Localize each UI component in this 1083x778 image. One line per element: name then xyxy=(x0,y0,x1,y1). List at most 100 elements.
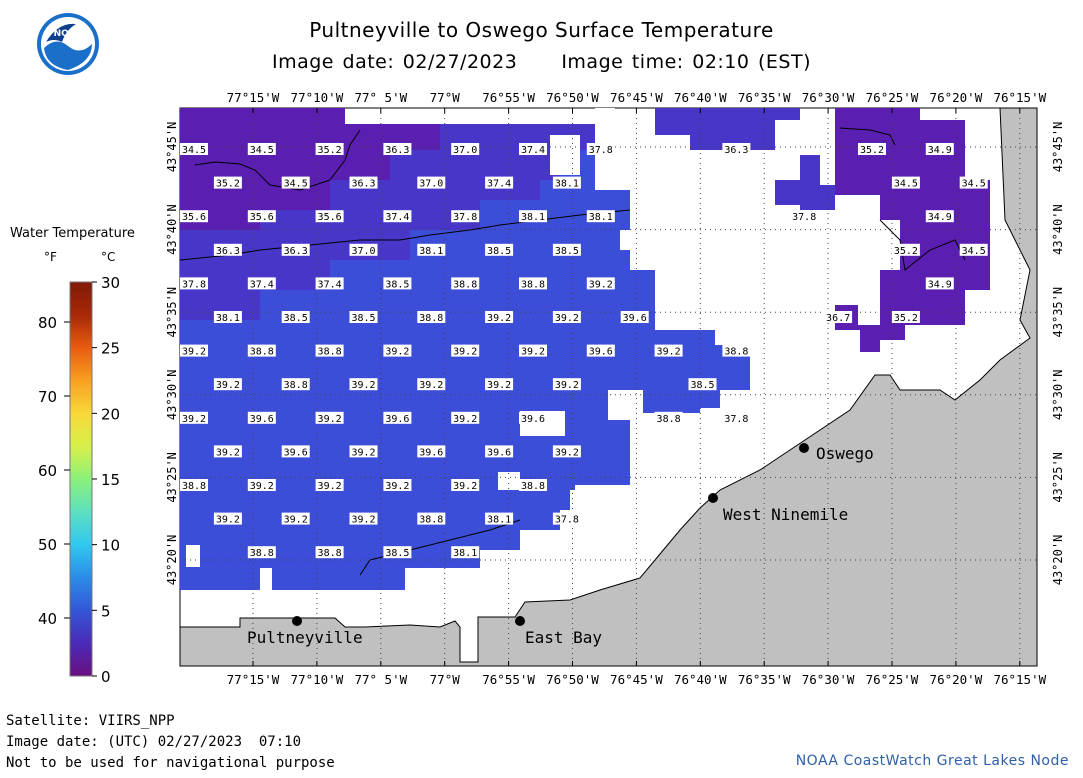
temperature-label-bg xyxy=(315,546,344,559)
temperature-value: 38.1 xyxy=(451,546,480,559)
temperature-label-bg xyxy=(417,512,446,525)
temperature-label: 39.2 xyxy=(351,447,375,458)
temperature-value: 38.1 xyxy=(417,243,446,257)
temperature-label: 38.8 xyxy=(182,481,206,492)
temperature-label-bg xyxy=(891,243,920,256)
temperature-label: 38.1 xyxy=(419,246,443,257)
place-name: Pultneyville xyxy=(247,628,363,647)
temperature-label: 37.8 xyxy=(182,279,206,290)
temperature-label: 34.5 xyxy=(250,145,274,156)
temperature-value: 38.8 xyxy=(247,344,276,358)
temperature-value: 39.2 xyxy=(383,344,412,358)
temperature-label: 38.8 xyxy=(724,347,748,358)
legend-c-tick: 15 xyxy=(101,471,120,489)
temperature-label-bg xyxy=(417,378,446,391)
temperature-value: 34.5 xyxy=(281,176,310,190)
temperature-value: 38.5 xyxy=(349,311,378,324)
temperature-value: 38.1 xyxy=(519,210,547,223)
water-temperature-field xyxy=(180,108,440,230)
temperature-label-bg xyxy=(247,344,276,357)
temperature-label-bg xyxy=(451,143,480,155)
temperature-label-bg xyxy=(383,546,412,559)
temperature-label-bg xyxy=(383,143,412,155)
temperature-label-bg xyxy=(654,411,683,424)
temperature-label: 39.2 xyxy=(216,447,240,458)
temperature-label-bg xyxy=(451,344,480,357)
temperature-value: 39.2 xyxy=(552,378,581,391)
temperature-value: 36.3 xyxy=(213,243,242,257)
legend-title: Water Temperature xyxy=(10,226,135,241)
temperature-label-bg xyxy=(315,277,344,290)
temperature-label-bg xyxy=(281,445,310,458)
temperature-label: 39.2 xyxy=(487,313,511,324)
lon-label-bottom: 77° 5'W xyxy=(354,672,407,687)
temperature-value: 37.8 xyxy=(790,210,819,223)
temperature-value: 38.1 xyxy=(552,176,581,190)
temperature-label: 39.2 xyxy=(318,414,342,425)
lat-label-right: 43°25'N xyxy=(1051,452,1065,503)
temperature-label-bg xyxy=(654,344,683,357)
lon-label-bottom: 76°45'W xyxy=(610,672,663,687)
temperature-value: 38.8 xyxy=(451,277,480,290)
temperature-label: 39.2 xyxy=(657,347,681,358)
temperature-label: 37.0 xyxy=(453,145,477,156)
temperature-value: 34.5 xyxy=(959,243,988,257)
temperature-label-bg xyxy=(315,479,344,491)
temperature-value: 34.9 xyxy=(925,277,954,290)
temperature-label-bg xyxy=(315,210,344,223)
legend-unit-c: °C xyxy=(101,250,115,264)
temperature-label: 38.5 xyxy=(385,279,409,290)
no-data-area xyxy=(620,230,630,250)
temperature-value: 39.6 xyxy=(383,411,412,425)
temperature-value: 35.6 xyxy=(247,210,276,223)
image-date-time: Image date: 02/27/2023 Image time: 02:10 … xyxy=(0,51,1083,73)
temperature-label: 38.5 xyxy=(690,380,714,391)
temperature-label: 34.5 xyxy=(894,179,918,190)
temperature-label: 38.8 xyxy=(521,279,545,290)
temperature-label: 39.2 xyxy=(216,380,240,391)
temperature-value: 39.6 xyxy=(485,445,514,458)
temperature-label: 39.2 xyxy=(589,279,613,290)
lon-label-top: 76°30'W xyxy=(802,90,855,105)
temperature-label-bg xyxy=(925,143,954,155)
lat-label-left: 43°30'N xyxy=(165,370,179,421)
lon-label-top: 76°40'W xyxy=(674,90,727,105)
temperature-label-bg xyxy=(485,176,514,189)
temperature-label-bg xyxy=(552,311,581,323)
legend-unit-f: °F xyxy=(44,250,57,264)
temperature-label: 38.5 xyxy=(487,246,511,257)
lat-label-left: 43°35'N xyxy=(165,287,179,338)
place-dot xyxy=(799,443,809,453)
temperature-label: 36.3 xyxy=(216,246,240,257)
temperature-value: 39.2 xyxy=(383,479,412,492)
temperature-value: 38.8 xyxy=(315,344,344,358)
temperature-value: 39.2 xyxy=(417,378,446,391)
temperature-label: 39.2 xyxy=(250,481,274,492)
lon-label-top: 76°50'W xyxy=(546,90,599,105)
lon-label-bottom: 76°25'W xyxy=(866,672,919,687)
no-data-area xyxy=(575,485,595,505)
temperature-value: 37.4 xyxy=(485,176,514,190)
temperature-label: 35.6 xyxy=(318,212,342,223)
temperature-label: 37.4 xyxy=(521,145,545,156)
lon-label-bottom: 77°W xyxy=(430,672,461,687)
temperature-value: 36.3 xyxy=(281,243,310,257)
temperature-label: 34.9 xyxy=(928,145,952,156)
temperature-label-bg xyxy=(247,210,276,223)
temperature-value: 38.8 xyxy=(722,344,751,358)
temperature-value: 37.4 xyxy=(247,277,276,290)
temperature-value: 38.8 xyxy=(247,546,276,559)
lon-label-top: 76°55'W xyxy=(482,90,535,105)
temperature-label-bg xyxy=(519,277,547,290)
temperature-value: 39.6 xyxy=(281,445,310,458)
temperature-label-bg xyxy=(417,445,446,458)
temperature-value: 39.2 xyxy=(213,445,242,458)
temperature-label-bg xyxy=(247,546,276,559)
temperature-value: 38.5 xyxy=(383,546,412,559)
place-dot xyxy=(515,616,525,626)
image-time-label: Image time: 02:10 (EST) xyxy=(561,51,812,73)
temperature-label-bg xyxy=(519,344,547,357)
temperature-label-bg xyxy=(519,479,547,491)
temperature-value: 35.2 xyxy=(891,243,920,257)
temperature-label-bg xyxy=(349,512,378,525)
